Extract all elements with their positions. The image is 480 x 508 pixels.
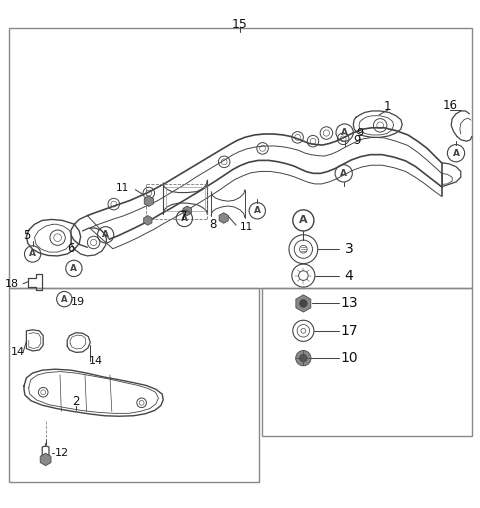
Polygon shape	[183, 206, 192, 215]
Text: A: A	[71, 264, 77, 273]
Text: 3: 3	[345, 242, 353, 256]
Text: 10: 10	[340, 351, 358, 365]
Text: 5: 5	[23, 229, 30, 242]
Text: 18: 18	[5, 279, 19, 289]
Text: 13: 13	[340, 297, 358, 310]
Polygon shape	[296, 295, 311, 312]
Bar	[262, 288, 472, 436]
Polygon shape	[144, 196, 154, 206]
Text: 2: 2	[72, 395, 80, 408]
Text: A: A	[340, 169, 347, 178]
Text: 7: 7	[180, 210, 187, 223]
Polygon shape	[144, 215, 152, 225]
Text: A: A	[453, 149, 459, 157]
Text: 8: 8	[209, 218, 217, 231]
Text: 12: 12	[55, 448, 69, 458]
Text: 6: 6	[67, 242, 75, 255]
Text: 16: 16	[443, 99, 458, 112]
Circle shape	[300, 300, 307, 307]
Text: 9: 9	[353, 134, 360, 147]
Text: A: A	[341, 128, 348, 137]
Text: 17: 17	[340, 324, 358, 338]
Text: 11: 11	[240, 222, 253, 232]
Circle shape	[296, 351, 311, 366]
Text: 11: 11	[115, 183, 129, 193]
Text: 15: 15	[232, 18, 248, 31]
Polygon shape	[219, 213, 228, 224]
Text: 9: 9	[356, 128, 363, 138]
Text: 1: 1	[384, 100, 392, 113]
Text: A: A	[181, 214, 188, 223]
Text: 14: 14	[89, 356, 103, 366]
Text: A: A	[254, 206, 261, 215]
Bar	[9, 288, 259, 482]
Bar	[9, 28, 472, 288]
Text: 4: 4	[345, 269, 353, 282]
Text: 19: 19	[71, 297, 85, 307]
Text: A: A	[61, 295, 68, 304]
Text: A: A	[102, 230, 109, 239]
Text: 14: 14	[11, 347, 25, 358]
Text: A: A	[299, 215, 308, 226]
Circle shape	[300, 354, 307, 362]
Text: A: A	[29, 249, 36, 259]
Polygon shape	[40, 453, 51, 466]
